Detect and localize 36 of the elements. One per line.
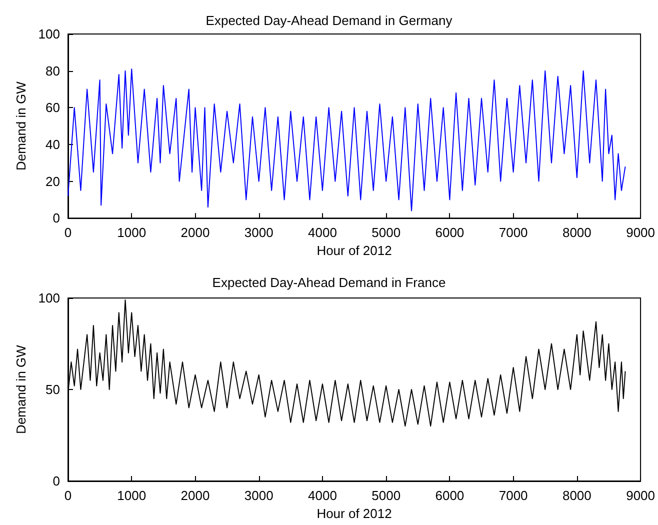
y-axis-title: Demand in GW bbox=[13, 80, 28, 170]
x-tick-label: 5000 bbox=[372, 225, 401, 240]
line-series bbox=[68, 68, 626, 212]
y-tick-label: 0 bbox=[52, 474, 60, 488]
chart-title: Expected Day-Ahead Demand in France bbox=[212, 275, 446, 290]
x-tick-label: 2000 bbox=[180, 225, 210, 240]
x-tick-label: 0 bbox=[64, 488, 72, 503]
x-tick-label: 9000 bbox=[626, 488, 655, 503]
x-tick-label: 3000 bbox=[244, 225, 274, 240]
y-tick-label: 100 bbox=[38, 290, 60, 306]
x-axis-title: Hour of 2012 bbox=[316, 243, 392, 258]
x-tick-label: 7000 bbox=[498, 488, 528, 503]
y-tick-label: 20 bbox=[46, 174, 60, 189]
x-tick-label: 7000 bbox=[498, 225, 528, 240]
x-tick-label: 4000 bbox=[308, 488, 337, 503]
x-tick-label: 0 bbox=[64, 225, 72, 240]
x-tick-label: 1000 bbox=[117, 225, 146, 240]
y-tick-label: 100 bbox=[38, 26, 60, 42]
x-tick-label: 9000 bbox=[626, 225, 655, 240]
chart-title: Expected Day-Ahead Demand in Germany bbox=[206, 13, 453, 28]
y-axis-title: Demand in GW bbox=[13, 344, 28, 434]
x-tick-label: 3000 bbox=[244, 488, 274, 503]
x-tick-label: 4000 bbox=[308, 225, 337, 240]
y-tick-label: 80 bbox=[46, 63, 60, 78]
x-axis-title: Hour of 2012 bbox=[316, 506, 392, 521]
y-tick-label: 40 bbox=[46, 136, 60, 152]
y-tick-label: 60 bbox=[46, 100, 60, 116]
y-tick-label: 0 bbox=[52, 210, 60, 226]
x-tick-label: 8000 bbox=[562, 488, 592, 503]
y-tick-label: 50 bbox=[46, 382, 60, 397]
x-tick-label: 2000 bbox=[180, 488, 210, 503]
x-tick-label: 6000 bbox=[435, 488, 464, 503]
x-tick-label: 6000 bbox=[435, 225, 464, 240]
x-tick-label: 1000 bbox=[117, 488, 146, 503]
x-tick-label: 8000 bbox=[562, 225, 592, 240]
x-tick-label: 5000 bbox=[372, 488, 401, 503]
